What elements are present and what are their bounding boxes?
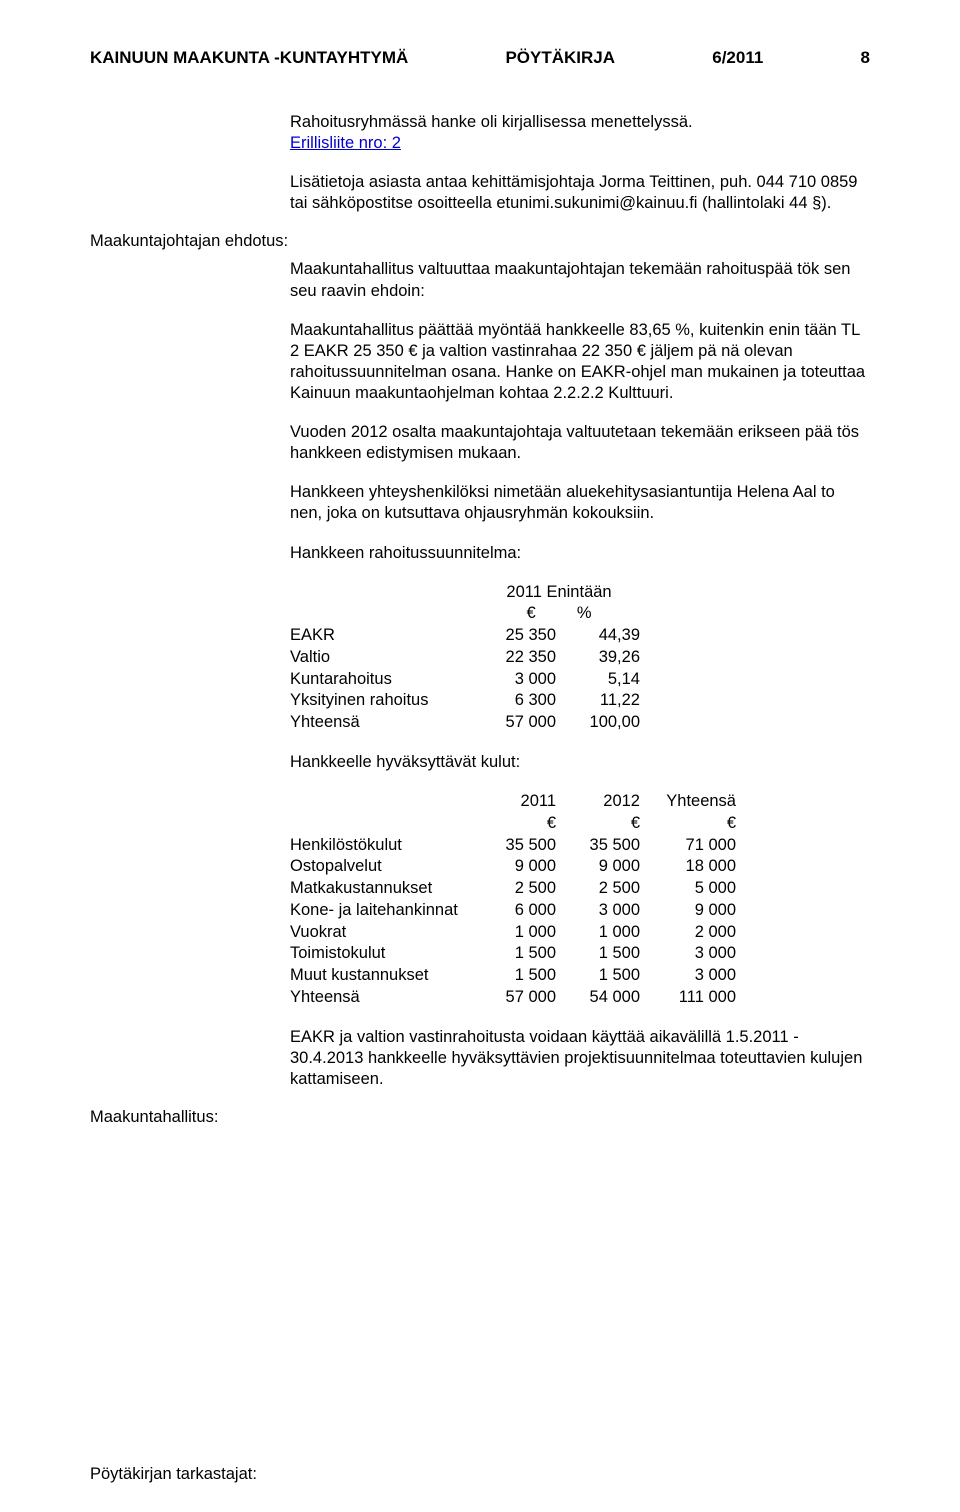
cost-val: 1 500	[478, 943, 562, 965]
cost-label: Vuokrat	[290, 922, 478, 944]
cost-label: Henkilöstökulut	[290, 835, 478, 857]
cost-val: 5 000	[646, 878, 742, 900]
cost-label: Toimistokulut	[290, 943, 478, 965]
table-row: Kuntarahoitus 3 000 5,14	[290, 669, 646, 691]
funding-label: Kuntarahoitus	[290, 669, 478, 691]
proposal-p2: Maakuntahallitus päättää myöntää hankkee…	[290, 320, 870, 404]
attachment-link[interactable]: Erillisliite nro: 2	[290, 134, 401, 152]
table-row: Yhteensä 57 000 54 000 111 000	[290, 987, 742, 1009]
funding-val: 3 000	[478, 669, 562, 691]
header-row: KAINUUN MAAKUNTA -KUNTAYHTYMÄ PÖYTÄKIRJA…	[90, 48, 870, 68]
cost-label: Kone- ja laitehankinnat	[290, 900, 478, 922]
cost-val: 2 000	[646, 922, 742, 944]
cost-val: 54 000	[562, 987, 646, 1009]
funding-label: Yksityinen rahoitus	[290, 690, 478, 712]
funding-label: EAKR	[290, 625, 478, 647]
costs-header-sym: €	[478, 813, 562, 835]
funding-header-year: 2011 Enintään	[478, 582, 646, 604]
cost-label: Muut kustannukset	[290, 965, 478, 987]
header-left: KAINUUN MAAKUNTA -KUNTAYHTYMÄ	[90, 48, 408, 68]
page: KAINUUN MAAKUNTA -KUNTAYHTYMÄ PÖYTÄKIRJA…	[0, 0, 960, 1512]
table-row: Matkakustannukset 2 500 2 500 5 000	[290, 878, 742, 900]
funding-val: 22 350	[478, 647, 562, 669]
table-row: Henkilöstökulut 35 500 35 500 71 000	[290, 835, 742, 857]
costs-header-sym: €	[562, 813, 646, 835]
costs-header-y1: 2011	[478, 791, 562, 813]
table-row: Vuokrat 1 000 1 000 2 000	[290, 922, 742, 944]
proposal-label: Maakuntajohtajan ehdotus:	[90, 232, 870, 251]
proposal-block: Maakuntahallitus valtuuttaa maakuntajoht…	[290, 259, 870, 1090]
table-row: EAKR 25 350 44,39	[290, 625, 646, 647]
cost-label: Yhteensä	[290, 987, 478, 1009]
cost-label: Ostopalvelut	[290, 856, 478, 878]
cost-val: 3 000	[562, 900, 646, 922]
funding-val: 6 300	[478, 690, 562, 712]
cost-val: 57 000	[478, 987, 562, 1009]
header-doc: 6/2011	[712, 48, 763, 68]
cost-val: 1 500	[478, 965, 562, 987]
cost-val: 71 000	[646, 835, 742, 857]
funding-val: 5,14	[562, 669, 646, 691]
cost-val: 9 000	[478, 856, 562, 878]
proposal-p1: Maakuntahallitus valtuuttaa maakuntajoht…	[290, 259, 870, 301]
cost-val: 1 000	[478, 922, 562, 944]
board-label: Maakuntahallitus:	[90, 1108, 870, 1127]
funding-label: Valtio	[290, 647, 478, 669]
footer-label: Pöytäkirjan tarkastajat:	[90, 1465, 257, 1484]
table-row: Yhteensä 57 000 100,00	[290, 712, 646, 734]
header-center: PÖYTÄKIRJA	[505, 48, 615, 68]
table-row: Yksityinen rahoitus 6 300 11,22	[290, 690, 646, 712]
costs-table: 2011 2012 Yhteensä € € € Henkilöstökulut…	[290, 791, 742, 1009]
closing-paragraph: EAKR ja valtion vastinrahoitusta voidaan…	[290, 1027, 870, 1090]
funding-plan-table: 2011 Enintään € % EAKR 25 350 44,39 Valt…	[290, 582, 646, 734]
cost-val: 1 000	[562, 922, 646, 944]
funding-val: 39,26	[562, 647, 646, 669]
header-page: 8	[861, 48, 870, 68]
cost-val: 2 500	[478, 878, 562, 900]
table-row: Valtio 22 350 39,26	[290, 647, 646, 669]
funding-val: 11,22	[562, 690, 646, 712]
proposal-p3: Vuoden 2012 osalta maakuntajohtaja valtu…	[290, 422, 870, 464]
funding-val: 57 000	[478, 712, 562, 734]
proposal-p4: Hankkeen yhteyshenkilöksi nimetään aluek…	[290, 482, 870, 524]
cost-val: 111 000	[646, 987, 742, 1009]
funding-val: 100,00	[562, 712, 646, 734]
cost-val: 35 500	[478, 835, 562, 857]
cost-val: 18 000	[646, 856, 742, 878]
funding-header-symbols: € %	[478, 603, 646, 625]
funding-val: 44,39	[562, 625, 646, 647]
costs-header-y2: 2012	[562, 791, 646, 813]
cost-val: 9 000	[562, 856, 646, 878]
funding-val: 25 350	[478, 625, 562, 647]
intro-line-1a: Rahoitusryhmässä hanke oli kirjallisessa…	[290, 113, 693, 131]
proposal-p5: Hankkeen rahoitussuunnitelma:	[290, 543, 870, 564]
cost-val: 3 000	[646, 965, 742, 987]
table-row: Kone- ja laitehankinnat 6 000 3 000 9 00…	[290, 900, 742, 922]
cost-val: 2 500	[562, 878, 646, 900]
cost-val: 35 500	[562, 835, 646, 857]
cost-val: 9 000	[646, 900, 742, 922]
cost-val: 1 500	[562, 943, 646, 965]
cost-label: Matkakustannukset	[290, 878, 478, 900]
costs-header-sym: €	[646, 813, 742, 835]
table-row: Muut kustannukset 1 500 1 500 3 000	[290, 965, 742, 987]
funding-label: Yhteensä	[290, 712, 478, 734]
table-row: Ostopalvelut 9 000 9 000 18 000	[290, 856, 742, 878]
table-row: Toimistokulut 1 500 1 500 3 000	[290, 943, 742, 965]
costs-header-total: Yhteensä	[646, 791, 742, 813]
cost-val: 1 500	[562, 965, 646, 987]
intro-line-2: Lisätietoja asiasta antaa kehittämisjoht…	[290, 172, 870, 214]
intro-block: Rahoitusryhmässä hanke oli kirjallisessa…	[290, 112, 870, 214]
cost-val: 6 000	[478, 900, 562, 922]
costs-title: Hankkeelle hyväksyttävät kulut:	[290, 752, 870, 773]
cost-val: 3 000	[646, 943, 742, 965]
